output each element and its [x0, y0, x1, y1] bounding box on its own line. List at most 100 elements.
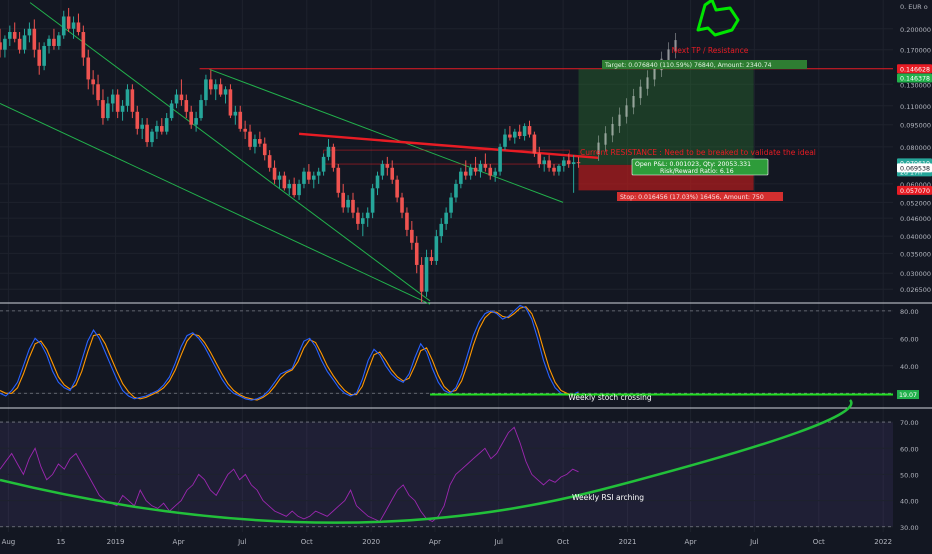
candle-body: [27, 28, 32, 36]
candle-body: [125, 89, 130, 106]
price-badge-label: 0.057070: [900, 188, 930, 195]
candle-body: [419, 264, 424, 292]
candle-body: [17, 38, 22, 50]
candle-body: [557, 165, 561, 172]
rsi-tick-label: 50.00: [900, 471, 919, 479]
x-tick-label: Apr: [685, 538, 697, 546]
candle-body: [562, 160, 566, 166]
price-badge-label: 0.069538: [900, 165, 930, 172]
pointing-hand-icon: [696, 0, 740, 37]
candle-body: [277, 175, 282, 180]
x-tick-label: Oct: [813, 538, 825, 546]
price-badge: [897, 64, 932, 74]
candle-body: [292, 183, 296, 196]
candle-body: [365, 212, 370, 219]
candle-body: [326, 146, 331, 157]
candle-body: [204, 79, 208, 101]
candle-body: [42, 45, 46, 66]
x-tick-label: 2022: [874, 538, 892, 546]
price-badge-label: 0.146628: [900, 66, 930, 73]
candle-body: [380, 164, 385, 176]
candle-body: [512, 131, 517, 138]
stoch-tick-label: 80.00: [900, 308, 919, 316]
y-tick-label: 0.130000: [900, 81, 931, 89]
candle-body: [547, 160, 551, 168]
candle-body: [106, 103, 110, 119]
projected-candle: [653, 68, 657, 80]
candle-body: [238, 111, 243, 129]
candle-body: [503, 134, 507, 147]
candle-body: [194, 118, 198, 125]
axis-layer: Aug 15 2019 Apr Jul Oct 2020 Apr Jul Oct 2021 Apr Ju…: [2, 3, 932, 546]
candle-body: [405, 212, 409, 230]
projected-candle: [604, 133, 608, 145]
candle-body: [115, 94, 120, 112]
price-badge: [897, 185, 932, 195]
candle-body: [439, 223, 444, 237]
candle-body: [552, 167, 556, 172]
candle-body: [66, 16, 71, 29]
channel-upper-line: [29, 2, 431, 302]
candle-body: [218, 84, 223, 95]
y-tick-label: 0.030000: [900, 270, 931, 278]
y-tick-label: 0.046000: [900, 215, 931, 223]
x-tick-label: Jul: [237, 538, 247, 546]
target-zone: [578, 68, 754, 165]
candle-body: [282, 175, 287, 189]
candle-body: [189, 111, 194, 125]
candle-body: [81, 32, 86, 58]
candle-body: [22, 35, 27, 50]
candle-body: [86, 57, 91, 80]
candle-body: [532, 134, 537, 154]
candle-body: [488, 167, 493, 176]
candle-body: [135, 111, 140, 129]
y-tick-label: 0.080000: [900, 144, 931, 152]
candle-body: [3, 38, 7, 50]
open-pl-box: [631, 158, 769, 176]
candle-body: [346, 199, 350, 208]
price-badge-label: 2d 17h: [900, 169, 922, 176]
x-tick-label: Apr: [173, 538, 185, 546]
price-badge: [897, 163, 932, 173]
candle-body: [32, 28, 37, 50]
stoch-note-label: Weekly stoch crossing: [568, 393, 651, 402]
candle-body: [199, 100, 203, 119]
rsi-tick-label: 40.00: [900, 498, 919, 506]
candle-body: [321, 156, 326, 172]
candle-body: [130, 89, 135, 112]
stop-label: Stop: 0.016456 (17.03%) 16456, Amount: 7…: [620, 194, 764, 201]
stop-label-bg: [617, 192, 783, 201]
rsi-tick-label: 60.00: [900, 445, 919, 453]
projected-candle: [632, 95, 636, 108]
candle-body: [37, 49, 42, 66]
rsi-note-label: Weekly RSI arching: [572, 493, 644, 502]
projected-candle: [611, 123, 615, 136]
x-tick-label: Oct: [557, 538, 569, 546]
projected-candle: [646, 77, 650, 89]
target-label: Target: 0.076840 (110.59%) 76840, Amount…: [604, 62, 772, 69]
rsi-line: [0, 426, 579, 523]
candle-body: [351, 199, 355, 213]
candle-body: [248, 131, 252, 147]
candle-body: [174, 94, 179, 104]
candle-body: [356, 212, 360, 224]
y-tick-label: 0.052000: [900, 199, 931, 207]
candle-body: [101, 100, 105, 119]
candle-body: [395, 179, 399, 198]
currency-label: 0. EUR o: [900, 3, 928, 11]
next-tp-label: Next TP / Resistance: [672, 46, 749, 55]
candle-body: [571, 162, 576, 165]
candle-body: [566, 160, 571, 165]
candle-body: [463, 171, 468, 176]
risk-reward-label: Risk/Reward Ratio: 6.16: [660, 168, 734, 175]
rsi-tick-label: 70.00: [900, 419, 919, 427]
y-tick-label: 0.035000: [900, 250, 931, 258]
candle-body: [120, 105, 125, 112]
candle-body: [52, 38, 56, 46]
candle-body: [375, 175, 380, 189]
candle-body: [473, 167, 478, 172]
candle-body: [150, 131, 154, 143]
candle-body: [316, 171, 321, 176]
candle-body: [468, 167, 473, 176]
